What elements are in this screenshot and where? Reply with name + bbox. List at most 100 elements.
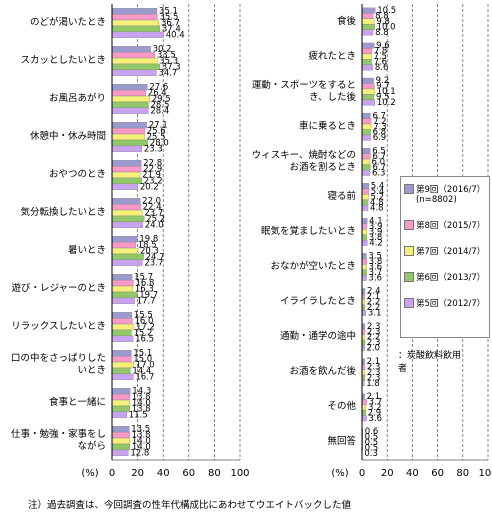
bar [111,388,131,395]
value-label: 13.8 [132,404,151,414]
legend-swatch [404,184,414,194]
value-label: 16.3 [135,285,154,295]
x-tick-label: 100 [230,468,249,479]
value-label: 27.6 [149,83,168,93]
value-label: 9.2 [376,76,390,86]
value-label: 2.1 [367,392,381,402]
legend-text: 第8回（2015/7） [416,219,485,231]
category-label: 無回答 [327,436,356,448]
x-tick-label: 60 [182,468,195,479]
value-label: 29.5 [152,95,171,105]
bar [361,409,366,416]
value-label: 6.7 [372,152,386,162]
category-label: 寝る前 [327,190,356,202]
value-label: 4.2 [369,238,383,248]
category-label: 遊び・レジャーのとき [11,283,106,294]
bar [361,194,369,200]
x-tick-label: 60 [431,468,444,479]
legend-label: 第5回（2012/7） [416,299,486,309]
value-label: 2.3 [367,368,381,378]
x-tick-label: 80 [208,468,221,479]
bar [111,355,132,363]
value-label: 1.8 [366,379,380,389]
category-label: 暑いとき [67,245,106,256]
value-label: 9.5 [376,93,390,103]
legend-swatch [404,298,414,308]
value-label: 8.8 [375,12,389,22]
bar [111,95,150,103]
bar [111,449,129,456]
bar [361,118,372,125]
bar [111,411,127,418]
value-label: 6.9 [373,133,387,143]
value-label: 28.5 [150,100,169,110]
value-label: 6.5 [372,146,386,156]
legend-note: (n=8802) [416,195,457,205]
bar [111,259,143,266]
value-label: 2.3 [367,362,381,372]
x-tick-label: 0 [359,468,365,479]
value-label: 22.8 [143,159,162,169]
legend-swatch [404,246,414,256]
bar [361,169,371,176]
value-label: 17.7 [137,296,156,306]
bar [111,291,138,299]
value-label: 16.8 [136,279,155,289]
value-label: 12.8 [130,448,149,458]
value-label: 28.0 [150,138,169,148]
value-label: 16.7 [135,372,154,382]
category-label: 休憩中・休み時間 [29,131,106,142]
bar [111,297,135,304]
value-label: 35.5 [159,13,178,23]
category-label: 車に乗るとき [298,120,356,132]
value-label: 22.0 [142,197,161,207]
bar [361,77,374,84]
category-label: お風呂あがり [48,93,106,104]
value-label: 21.9 [142,171,161,181]
bar [111,443,131,451]
bar [111,253,144,261]
value-label: 10.5 [377,6,396,16]
value-label: 16.0 [134,317,153,327]
bar [111,101,149,109]
value-label: 2.2 [367,303,381,313]
bar [361,99,376,106]
bar [361,258,367,265]
category-label: お酒を飲んだ後 [289,366,356,378]
x-axis-label: (%) [331,468,348,479]
category-label: リラックスしたいとき [11,321,106,332]
value-label: 17.0 [136,361,155,371]
value-label: 19.8 [139,235,158,245]
value-label: 0.5 [365,443,379,453]
category-label: イライラしたとき [279,296,356,308]
value-label: 2.3 [367,338,381,348]
bar [361,253,367,260]
value-label: 2.2 [367,298,381,308]
value-label: 25.6 [147,127,166,137]
value-label: 3.9 [369,228,383,238]
value-label: 35.3 [159,57,178,67]
bar [111,215,145,223]
value-label: 8.8 [375,28,389,38]
value-label: 28.4 [150,106,169,116]
value-label: 11.5 [129,410,148,420]
value-label: 3.8 [369,257,383,267]
value-label: 14.0 [132,399,151,409]
value-label: 14.3 [132,387,151,397]
bar [361,269,367,276]
bar [111,31,164,38]
value-label: 15.1 [133,349,152,359]
bar [111,393,130,401]
value-label: 13.8 [132,431,151,441]
bar [111,203,141,211]
bar [111,165,142,173]
x-tick-label: 40 [157,468,170,479]
value-label: 30.2 [153,45,172,55]
value-label: 4.8 [370,203,384,213]
bar [111,177,142,185]
value-label: 7.5 [373,52,387,62]
value-label: 3.5 [368,252,382,262]
bar [361,94,375,101]
bar [111,133,145,141]
